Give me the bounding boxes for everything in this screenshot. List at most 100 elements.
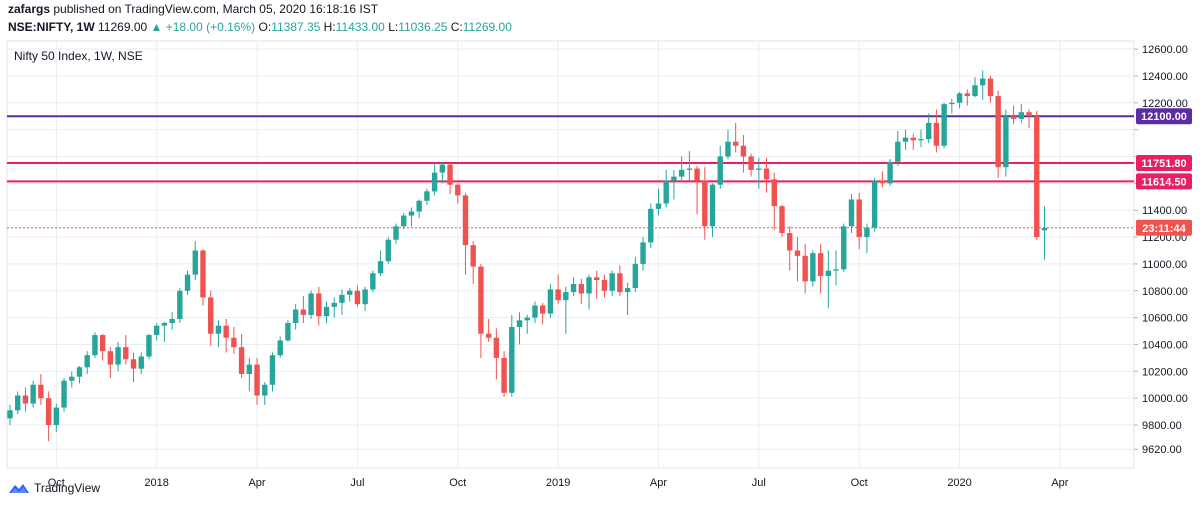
level-label-bg bbox=[1136, 173, 1192, 190]
candle-body bbox=[7, 410, 13, 419]
y-tick-label: 10000.00 bbox=[1142, 393, 1188, 405]
candle-body bbox=[308, 293, 314, 315]
candle-body bbox=[532, 305, 538, 318]
candle-body bbox=[231, 337, 237, 348]
candle-body bbox=[833, 269, 839, 271]
x-tick-label: Apr bbox=[248, 477, 265, 489]
candle-body bbox=[895, 141, 901, 162]
y-tick-label: 10200.00 bbox=[1142, 366, 1188, 378]
candle-body bbox=[563, 292, 569, 301]
x-tick-label: Jul bbox=[350, 477, 364, 489]
candle-body bbox=[740, 145, 747, 157]
x-tick-label: Oct bbox=[48, 477, 65, 489]
candle-body bbox=[177, 290, 183, 319]
candle-body bbox=[439, 164, 446, 173]
candle-body bbox=[1003, 116, 1009, 168]
candle-body bbox=[107, 351, 114, 365]
candle-body bbox=[570, 284, 577, 293]
candle-body bbox=[624, 288, 631, 293]
candle-body bbox=[377, 261, 384, 274]
open-value: 11387.35 bbox=[271, 20, 321, 34]
candle-body bbox=[879, 180, 886, 184]
candle-body bbox=[817, 253, 824, 276]
candle-body bbox=[1010, 116, 1017, 119]
candle-body bbox=[902, 137, 909, 142]
candle-body bbox=[238, 347, 245, 375]
x-tick-label: Apr bbox=[1051, 477, 1068, 489]
grid bbox=[7, 41, 1134, 468]
candle-body bbox=[130, 359, 137, 369]
chart-title: Nifty 50 Index, 1W, NSE bbox=[14, 49, 143, 63]
candle-body bbox=[69, 376, 75, 381]
candle-body bbox=[223, 325, 229, 338]
candle-body bbox=[941, 104, 947, 146]
x-tick-label: Jul bbox=[752, 477, 766, 489]
level-label-bg bbox=[1136, 154, 1192, 171]
candle-body bbox=[910, 137, 916, 141]
candle-body bbox=[254, 364, 260, 396]
price-change: ▲ +18.00 (+0.16%) bbox=[150, 20, 256, 34]
candle-body bbox=[787, 233, 793, 251]
candle-body bbox=[300, 309, 307, 315]
candle-body bbox=[370, 273, 376, 290]
candle-body bbox=[949, 102, 955, 105]
candle-body bbox=[1041, 227, 1048, 231]
candle-body bbox=[146, 335, 152, 357]
symbol-label: NSE:NIFTY, 1W bbox=[8, 20, 95, 34]
candle-body bbox=[323, 306, 330, 317]
x-tick-label: 2019 bbox=[546, 477, 570, 489]
candle-body bbox=[285, 322, 291, 341]
candle-body bbox=[709, 184, 716, 227]
candle-body bbox=[717, 156, 723, 185]
candle-body bbox=[848, 199, 855, 227]
plot-border bbox=[6, 40, 1135, 469]
footer: TradingView bbox=[8, 481, 100, 495]
author-name[interactable]: zafargs bbox=[8, 2, 51, 16]
horizontal-lines bbox=[7, 115, 1134, 229]
candle-body bbox=[678, 169, 685, 177]
countdown-label: 23:11:44 bbox=[1142, 223, 1186, 235]
tradingview-logo-icon bbox=[9, 484, 29, 493]
candle-body bbox=[547, 289, 554, 314]
candle-body bbox=[331, 302, 337, 307]
candle-body bbox=[980, 78, 986, 86]
candle-body bbox=[30, 384, 36, 404]
candle-body bbox=[169, 318, 175, 323]
candle-body bbox=[1026, 112, 1032, 117]
candle-body bbox=[732, 141, 739, 146]
candle-body bbox=[594, 277, 600, 281]
tradingview-brand[interactable]: TradingView bbox=[34, 481, 101, 495]
y-tick-label: 12400.00 bbox=[1142, 71, 1188, 83]
candle-body bbox=[424, 191, 430, 201]
candle-body bbox=[555, 289, 561, 301]
candle-body bbox=[246, 364, 253, 375]
candle-body bbox=[686, 168, 693, 170]
candle-body bbox=[864, 227, 870, 238]
candle-body bbox=[115, 347, 121, 365]
candle-body bbox=[694, 168, 700, 181]
candle-body bbox=[123, 347, 129, 360]
candle-body bbox=[362, 289, 368, 305]
candle-body bbox=[346, 290, 353, 295]
candle-body bbox=[61, 380, 67, 408]
candle-body bbox=[401, 215, 407, 227]
candle-body bbox=[663, 180, 669, 204]
candle-body bbox=[640, 242, 646, 264]
level-label: 11614.50 bbox=[1141, 176, 1186, 188]
candle-body bbox=[45, 398, 52, 426]
candle-body bbox=[617, 273, 623, 293]
x-tick-label: Oct bbox=[851, 477, 868, 489]
candle-body bbox=[455, 184, 461, 196]
candle-body bbox=[447, 164, 453, 185]
candle-body bbox=[161, 322, 168, 326]
last-price: 11269.00 bbox=[98, 20, 148, 34]
level-label-bg bbox=[1136, 108, 1192, 125]
candle-body bbox=[138, 356, 144, 369]
candle-body bbox=[655, 203, 662, 209]
time-axis[interactable]: Oct 2018 Apr Jul Oct 2019 Apr Jul Oct 2020 Apr bbox=[48, 477, 1069, 489]
y-tick-label: 11000.00 bbox=[1142, 259, 1187, 271]
price-axis[interactable]: 9620.00 9800.00 10000.00 10200.00 10400.00 10… bbox=[1134, 44, 1192, 456]
countdown-label-bg bbox=[1136, 219, 1192, 236]
candle-body bbox=[277, 340, 283, 356]
